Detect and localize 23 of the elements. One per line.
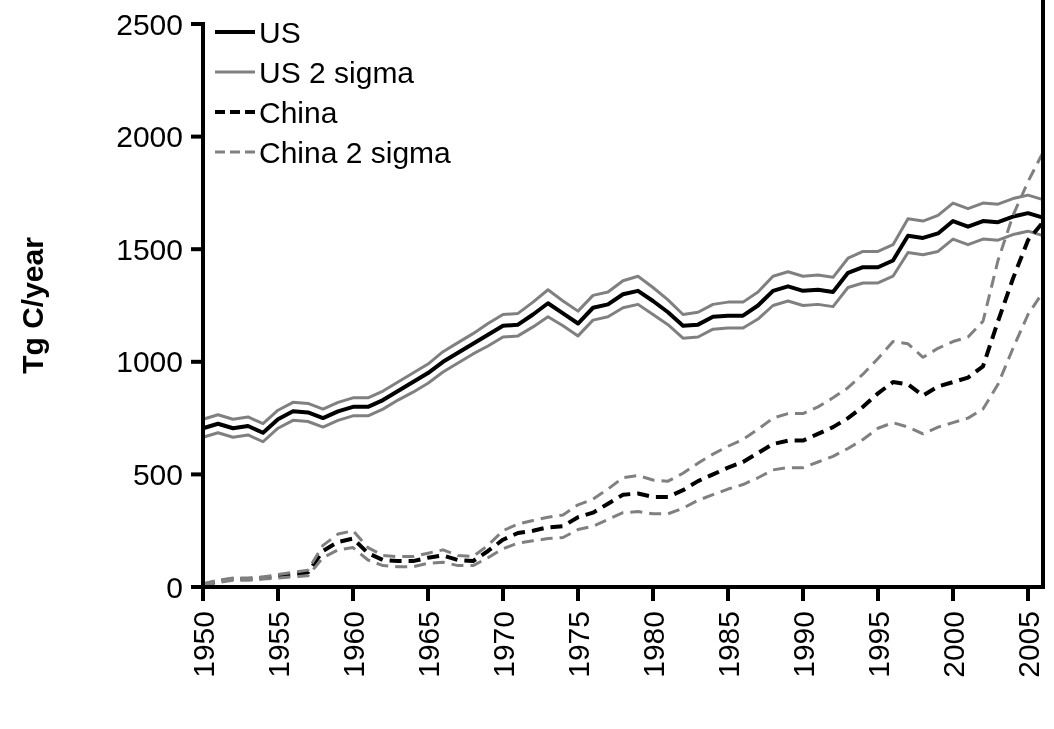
- y-tick-label: 1000: [116, 345, 183, 379]
- legend-label: US: [259, 15, 301, 49]
- y-tick-label: 2000: [116, 120, 183, 154]
- x-tick-label: 2005: [1011, 611, 1045, 678]
- y-tick-label: 1500: [116, 232, 183, 266]
- legend-label: China: [259, 95, 338, 129]
- y-tick-label: 0: [166, 570, 183, 604]
- legend-label: China 2 sigma: [259, 135, 452, 169]
- x-tick-label: 1950: [186, 611, 220, 678]
- legend-label: US 2 sigma: [259, 55, 415, 89]
- x-tick-label: 1995: [861, 611, 895, 678]
- x-tick-label: 1990: [786, 611, 820, 678]
- y-tick-label: 2500: [116, 7, 183, 41]
- x-tick-label: 1975: [561, 611, 595, 678]
- y-axis-title: Tg C/year: [16, 236, 49, 374]
- x-tick-label: 2000: [936, 611, 970, 678]
- x-tick-label: 1970: [486, 611, 520, 678]
- x-tick-label: 1955: [261, 611, 295, 678]
- x-tick-label: 1985: [711, 611, 745, 678]
- y-tick-label: 500: [132, 457, 183, 491]
- x-tick-label: 1960: [336, 611, 370, 678]
- x-tick-label: 1965: [411, 611, 445, 678]
- x-tick-label: 1980: [636, 611, 670, 678]
